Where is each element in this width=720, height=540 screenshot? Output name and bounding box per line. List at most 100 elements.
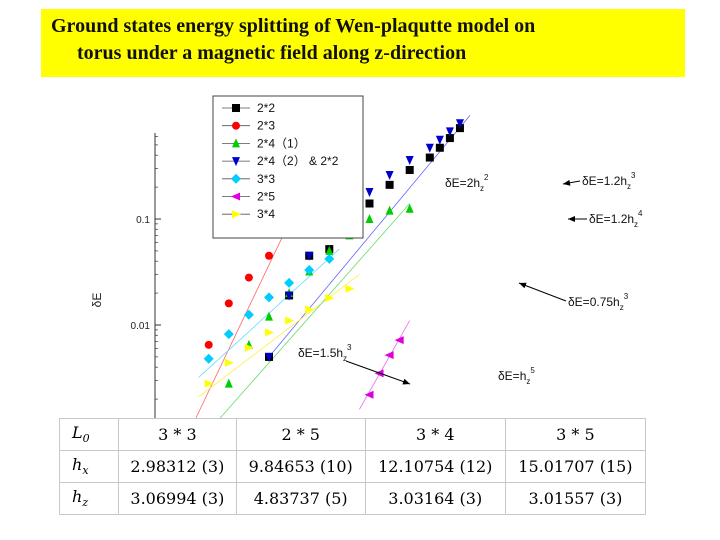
annotation-label: δE=2hz2 [445,173,489,193]
data-point [445,127,454,137]
data-point [385,205,394,215]
data-point [232,138,240,148]
data-point [243,309,254,320]
annotation-arrow [518,282,567,302]
data-point [224,378,233,388]
row-label-L0: L0 [59,418,119,451]
legend-label: 2*4（1） [257,136,306,150]
data-point [385,180,394,189]
annotation-label: δE=1.2hz4 [589,209,643,229]
legend-label: 2*3 [257,119,275,133]
data-point [224,299,233,308]
title-line-1: Ground states energy splitting of Wen-pl… [51,15,536,37]
data-point [364,390,374,399]
data-point [265,251,273,260]
data-point [325,293,335,302]
table-cell: 4.83737 (5) [235,482,366,515]
data-point [224,358,234,367]
data-point [384,351,394,360]
data-point [265,352,273,362]
data-point [204,340,213,349]
annotation-label: δE=1.5hz3 [298,343,352,363]
table-row-hx: hx 2.98312 (3) 9.84653 (10) 12.10754 (12… [59,450,647,483]
table-header-row: L0 3 * 3 2 * 5 3 * 4 3 * 5 [59,418,647,451]
annotation-arrow [345,360,411,385]
y-tick-label: 0.1 [136,215,150,226]
data-point [365,214,374,223]
data-point [265,328,274,337]
series-markers [203,253,335,364]
data-point [232,121,240,130]
data-point [203,353,214,364]
data-point [204,379,214,388]
data-point [231,173,241,184]
table-cell: 15.01707 (15) [504,450,647,483]
parameter-table: L0 3 * 3 2 * 5 3 * 4 3 * 5 hx 2.98312 (3… [59,418,647,515]
y-axis-label: δE [90,293,104,308]
data-point [365,187,374,197]
annotation-arrowhead [519,282,527,289]
table-cell: 3.01557 (3) [504,482,647,515]
legend-label: 3*3 [257,172,275,186]
annotation-arrowhead [568,216,575,222]
data-point [405,203,414,213]
table-cell: 9.84653 (10) [235,450,366,483]
legend-label: 2*4（2） & 2*2 [257,154,339,168]
data-point [285,291,294,301]
data-point [324,253,335,264]
data-point [232,210,241,219]
annotation-arrowhead [402,378,410,385]
axis-layer: 0.1 0.01 δE [90,133,161,420]
legend: 2*2 2*3 2*4（1） 2*4（2） & 2*2 3*3 2*5 3*4 [212,95,364,239]
annotations: δE=2hz2 δE=1.2hz3 δE=1.2hz4 δE=0.75hz3 δE=1.… [298,171,643,386]
series-markers [265,119,464,362]
annotation-arrowhead [563,179,571,186]
y-tick-label: 0.01 [131,321,151,332]
table-cell: 2.98312 (3) [118,450,237,483]
table-cell: 3 * 5 [504,418,647,451]
data-point [265,311,273,321]
title-line-2: torus under a magnetic field along z-dir… [77,42,467,64]
table-row-hz: hz 3.06994 (3) 4.83737 (5) 3.03164 (3) 3… [59,482,647,515]
fit-line [198,274,360,398]
data-point [231,192,240,201]
data-point [425,143,434,153]
data-markers [203,119,464,399]
table-cell: 3 * 3 [118,418,237,451]
table-cell: 12.10754 (12) [364,450,506,483]
data-point [435,135,444,145]
data-point [223,329,234,340]
data-point [285,316,295,325]
data-point [345,284,355,293]
row-label-hx: hx [59,450,119,483]
data-point [232,104,240,112]
table-cell: 3 * 4 [364,418,506,451]
legend-label: 2*5 [257,190,275,204]
table-cell: 3.06994 (3) [118,482,237,515]
data-point [394,336,404,345]
data-point [305,305,315,314]
fit-line [268,115,471,358]
series-markers [204,284,355,388]
title-banner: Ground states energy splitting of Wen-pl… [41,9,685,77]
data-point [232,157,240,167]
annotation-label: δE=hz5 [498,366,535,386]
data-point [284,277,295,288]
data-point [244,343,254,352]
legend-label: 3*4 [257,207,275,221]
legend-label: 2*2 [257,101,275,115]
table-cell: 2 * 5 [235,418,366,451]
data-point [455,119,464,129]
table-cell: 3.03164 (3) [364,482,506,515]
data-point [244,273,253,282]
data-point [304,265,315,276]
data-point [445,134,454,143]
fit-line [359,320,411,410]
data-point [365,199,374,208]
annotation-label: δE=0.75hz3 [568,292,629,312]
data-point [405,165,414,174]
fit-line [208,203,410,432]
data-point [305,251,314,261]
row-label-hz: hz [59,482,119,515]
data-point [264,292,274,303]
